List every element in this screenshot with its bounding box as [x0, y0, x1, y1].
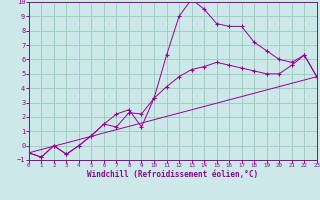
X-axis label: Windchill (Refroidissement éolien,°C): Windchill (Refroidissement éolien,°C) — [87, 170, 258, 179]
